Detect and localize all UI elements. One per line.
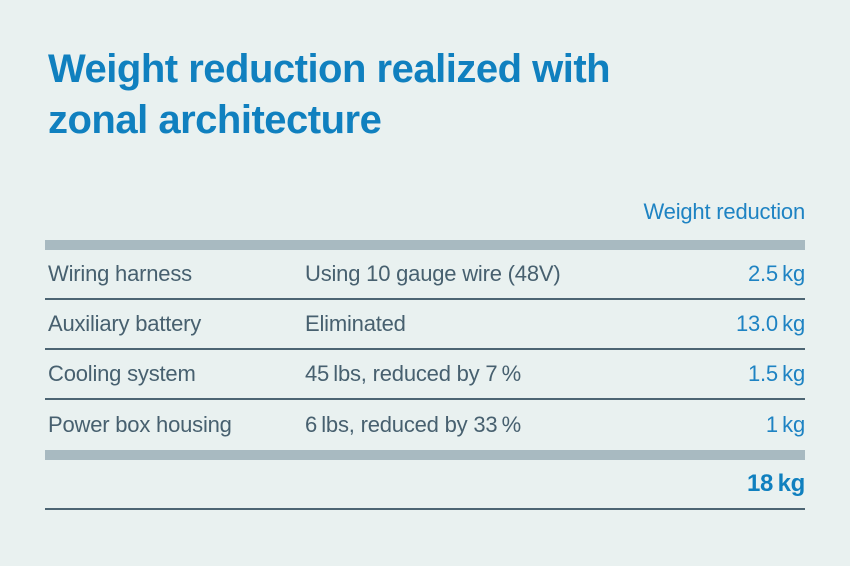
table-row: Cooling system 45 lbs, reduced by 7 % 1.… — [45, 350, 805, 400]
page-title-line1: Weight reduction realized with — [48, 47, 611, 91]
row-item-label: Auxiliary battery — [48, 311, 202, 336]
total-row: 18 kg — [45, 460, 805, 508]
weight-reduction-table: Weight reduction Wiring harness Using 10… — [45, 198, 805, 510]
table-row: Wiring harness Using 10 gauge wire (48V)… — [45, 250, 805, 300]
row-weight-value: 1.5 kg — [747, 361, 805, 386]
bottom-divider-bar — [45, 450, 805, 460]
top-divider-bar — [45, 240, 805, 250]
table-row: Power box housing 6 lbs, reduced by 33 %… — [45, 400, 805, 450]
row-item-label: Power box housing — [48, 412, 232, 437]
page-title-line2: zonal architecture — [48, 98, 382, 142]
row-description: 6 lbs, reduced by 33 % — [305, 412, 521, 437]
bottom-rule — [45, 508, 805, 510]
column-header-weight-reduction: Weight reduction — [643, 199, 806, 224]
page-title: Weight reduction realized with zonal arc… — [48, 44, 611, 146]
row-weight-value: 2.5 kg — [747, 261, 805, 286]
row-weight-value: 13.0 kg — [735, 311, 805, 336]
row-description: Eliminated — [305, 311, 406, 336]
row-weight-value: 1 kg — [765, 412, 805, 437]
row-item-label: Cooling system — [48, 361, 196, 386]
row-item-label: Wiring harness — [48, 261, 192, 286]
row-description: Using 10 gauge wire (48V) — [305, 261, 561, 286]
total-weight-value: 18 kg — [746, 470, 805, 497]
row-description: 45 lbs, reduced by 7 % — [305, 361, 521, 386]
table-row: Auxiliary battery Eliminated 13.0 kg — [45, 300, 805, 350]
